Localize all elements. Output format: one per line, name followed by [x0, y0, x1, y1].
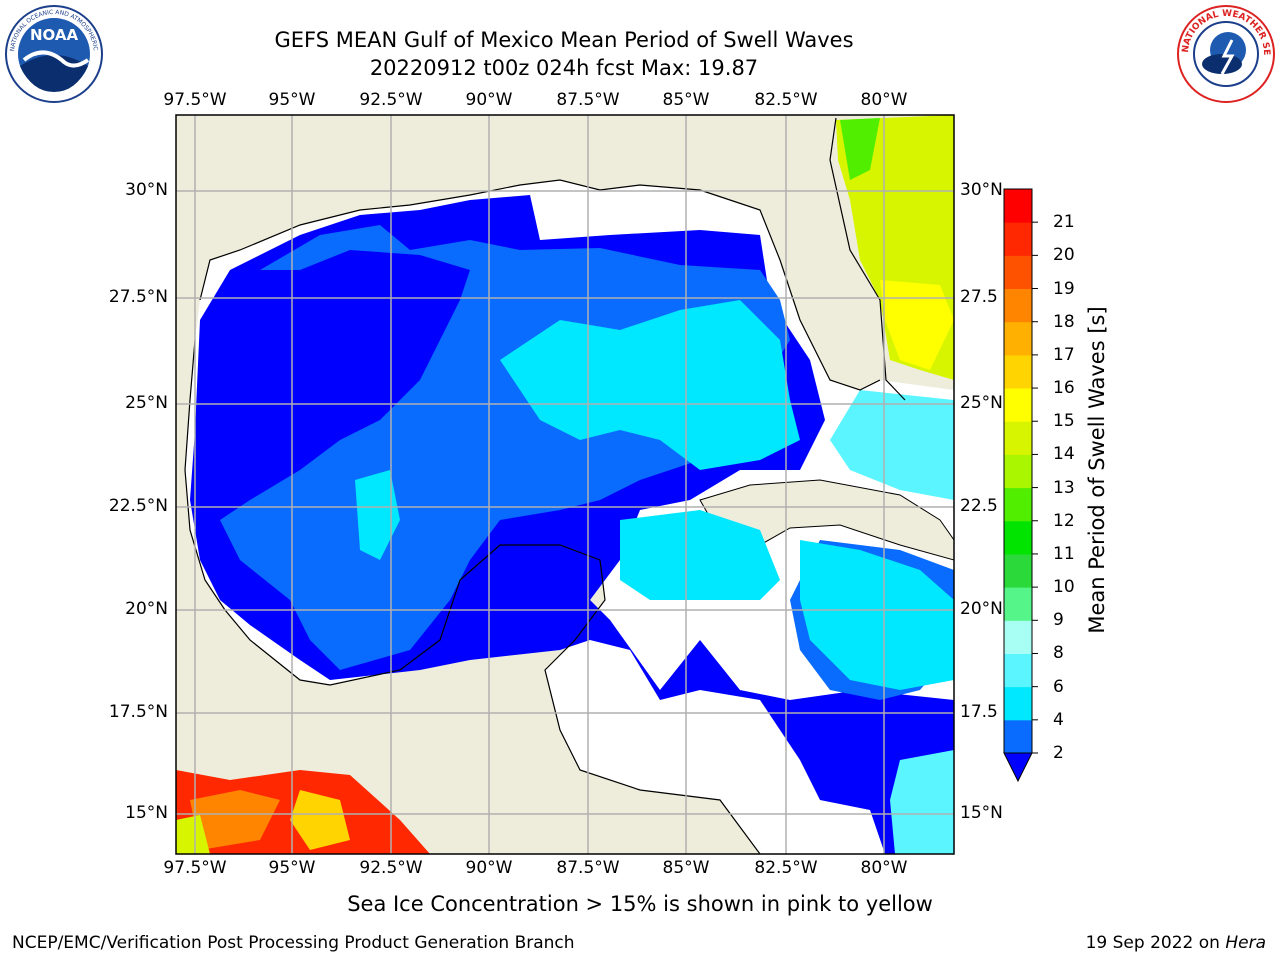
colorbar-band	[1004, 520, 1032, 555]
lon-label-bottom: 82.5°W	[754, 858, 818, 878]
colorbar-band	[1004, 321, 1032, 356]
colorbar-band	[1004, 620, 1032, 654]
colorbar-tick-label: 20	[1053, 245, 1075, 266]
colorbar-tick-label: 17	[1053, 344, 1075, 365]
colorbar-frame	[1003, 188, 1033, 754]
lat-label-left: 30°N	[125, 180, 168, 200]
colorbar-tick-label: 18	[1053, 311, 1075, 332]
lat-label-left: 27.5°N	[108, 287, 168, 307]
colorbar	[1003, 188, 1038, 783]
lon-label-bottom: 90°W	[465, 858, 513, 878]
lat-label-right: 15°N	[960, 803, 1003, 823]
colorbar-tick-label: 11	[1053, 543, 1075, 564]
colorbar-band	[1004, 587, 1032, 621]
colorbar-band	[1004, 487, 1032, 522]
lat-label-left: 20°N	[125, 599, 168, 619]
colorbar-band	[1004, 454, 1032, 489]
lat-label-left: 25°N	[125, 393, 168, 413]
colorbar-band	[1004, 222, 1032, 256]
svg-text:NOAA: NOAA	[30, 26, 79, 44]
colorbar-band	[1004, 354, 1032, 389]
noaa-logo: NOAA NATIONAL OCEANIC AND ATMOSPHERIC AD…	[4, 4, 103, 103]
lon-label-top: 92.5°W	[359, 90, 423, 110]
sea-ice-note: Sea Ice Concentration > 15% is shown in …	[347, 892, 933, 916]
colorbar-label: Mean Period of Swell Waves [s]	[1085, 306, 1109, 634]
lat-label-left: 22.5°N	[108, 496, 168, 516]
footer-credit: NCEP/EMC/Verification Post Processing Pr…	[12, 933, 575, 953]
colorbar-band	[1004, 553, 1032, 588]
lon-label-bottom: 92.5°W	[359, 858, 423, 878]
lon-label-bottom: 85°W	[662, 858, 710, 878]
footer-date-text: 19 Sep 2022 on	[1085, 933, 1226, 953]
colorbar-band	[1004, 421, 1032, 455]
colorbar-tick-label: 14	[1053, 444, 1075, 465]
colorbar-tick-label: 10	[1053, 577, 1075, 598]
colorbar-band	[1004, 719, 1032, 754]
lat-label-right: 25°N	[960, 393, 1003, 413]
lon-label-top: 82.5°W	[754, 90, 818, 110]
colorbar-tick-label: 8	[1053, 643, 1064, 664]
nws-logo: NATIONAL WEATHER SERVICE	[1176, 4, 1275, 103]
colorbar-tick-label: 21	[1053, 212, 1075, 233]
lon-label-bottom: 97.5°W	[163, 858, 227, 878]
lat-label-left: 15°N	[125, 803, 168, 823]
lon-label-top: 95°W	[268, 90, 316, 110]
lon-label-top: 97.5°W	[163, 90, 227, 110]
footer-host: Hera	[1225, 933, 1266, 953]
colorbar-band	[1004, 653, 1032, 688]
colorbar-tick-label: 13	[1053, 477, 1075, 498]
colorbar-band	[1004, 189, 1032, 223]
contour-4-6s	[500, 300, 800, 470]
colorbar-under-arrow	[1003, 752, 1033, 783]
lat-label-right: 27.5	[960, 287, 998, 307]
colorbar-tick-label: 19	[1053, 278, 1075, 299]
colorbar-tick-label: 12	[1053, 510, 1075, 531]
lon-label-top: 85°W	[662, 90, 710, 110]
map-frame	[175, 114, 955, 855]
colorbar-band	[1004, 388, 1032, 422]
grid-lines	[176, 115, 954, 854]
lon-label-top: 80°W	[860, 90, 908, 110]
lon-label-bottom: 87.5°W	[556, 858, 620, 878]
lon-label-bottom: 80°W	[860, 858, 908, 878]
colorbar-tick-label: 9	[1053, 610, 1064, 631]
colorbar-band	[1004, 686, 1032, 721]
lon-label-top: 87.5°W	[556, 90, 620, 110]
colorbar-tick-label: 2	[1053, 743, 1064, 763]
lat-label-right: 22.5	[960, 496, 998, 516]
colorbar-tick-label: 6	[1053, 676, 1064, 697]
colorbar-band	[1004, 255, 1032, 290]
plot-subtitle: 20220912 t00z 024h fcst Max: 19.87	[369, 56, 759, 80]
lat-label-right: 20°N	[960, 599, 1003, 619]
contour-6-8s	[830, 390, 954, 500]
lon-label-top: 90°W	[465, 90, 513, 110]
footer-date: 19 Sep 2022 on Hera	[1086, 933, 1266, 953]
plot-title: GEFS MEAN Gulf of Mexico Mean Period of …	[274, 28, 854, 52]
colorbar-tick-label: 4	[1053, 709, 1064, 730]
lat-label-right: 30°N	[960, 180, 1003, 200]
colorbar-tick-label: 16	[1053, 378, 1075, 399]
colorbar-band	[1004, 288, 1032, 323]
lon-label-bottom: 95°W	[268, 858, 316, 878]
coastline	[199, 117, 906, 401]
lat-label-left: 17.5°N	[108, 702, 168, 722]
lat-label-right: 17.5	[960, 702, 998, 722]
colorbar-tick-label: 15	[1053, 411, 1075, 432]
